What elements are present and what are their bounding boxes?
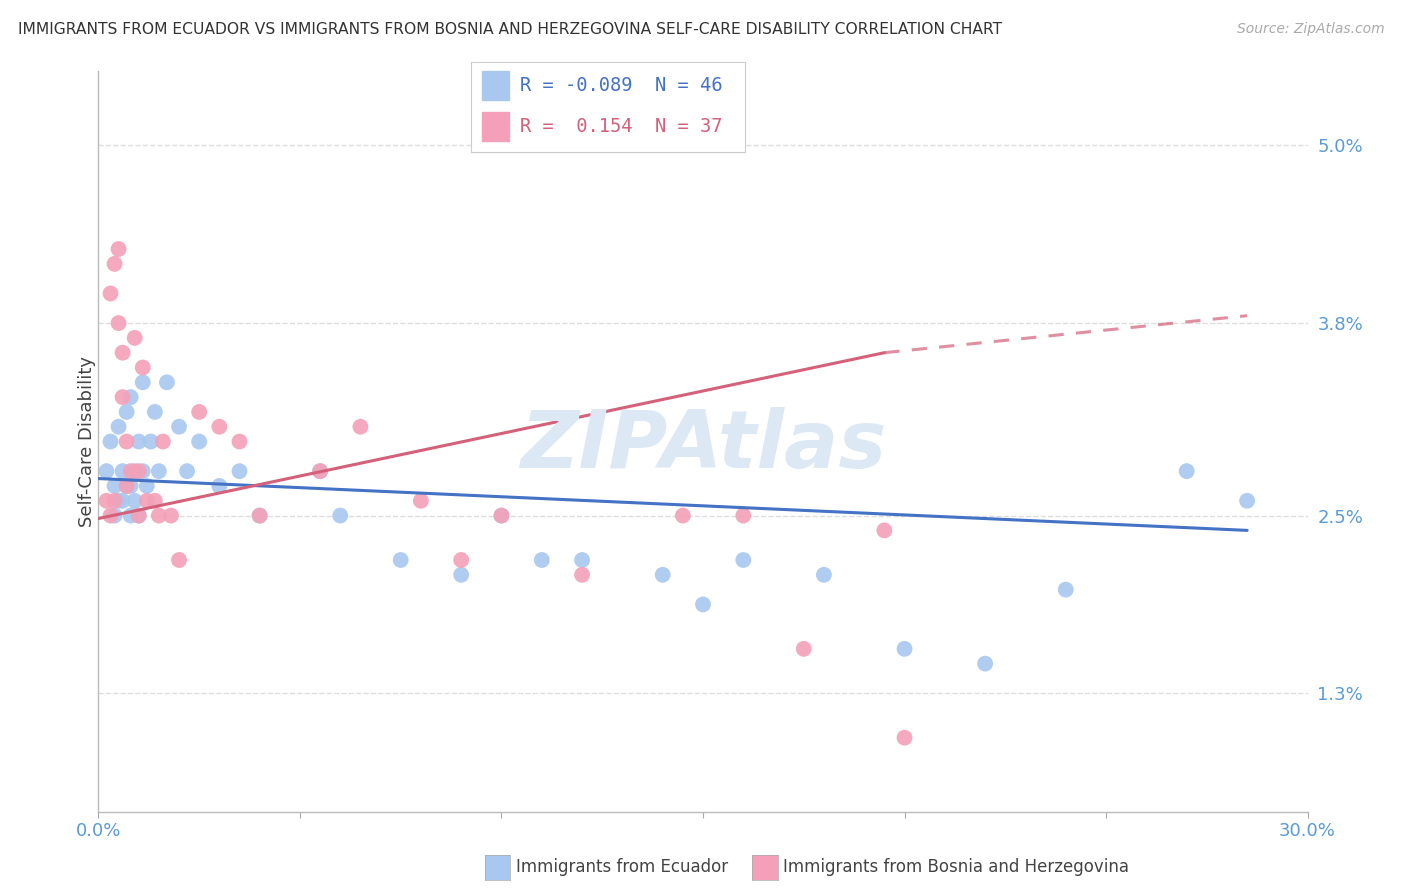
Point xyxy=(1236,493,1258,508)
Point xyxy=(96,464,118,478)
Point xyxy=(111,390,134,404)
Point xyxy=(100,434,122,449)
Point xyxy=(124,464,146,478)
Point xyxy=(111,464,134,478)
Bar xyxy=(482,112,509,141)
Point xyxy=(974,657,997,671)
Y-axis label: Self-Care Disability: Self-Care Disability xyxy=(79,356,96,527)
Point xyxy=(873,524,896,538)
Point xyxy=(148,464,170,478)
Point xyxy=(115,479,138,493)
Point xyxy=(124,493,146,508)
Point xyxy=(893,641,915,656)
Point xyxy=(450,553,472,567)
Point xyxy=(672,508,695,523)
Point xyxy=(651,567,673,582)
Point xyxy=(249,508,271,523)
Point xyxy=(156,376,179,390)
Point xyxy=(96,493,118,508)
Point xyxy=(135,493,157,508)
Point xyxy=(733,553,755,567)
Point xyxy=(491,508,513,523)
Point xyxy=(152,434,174,449)
Point xyxy=(188,434,211,449)
Point xyxy=(143,493,166,508)
Point xyxy=(143,405,166,419)
Text: IMMIGRANTS FROM ECUADOR VS IMMIGRANTS FROM BOSNIA AND HERZEGOVINA SELF-CARE DISA: IMMIGRANTS FROM ECUADOR VS IMMIGRANTS FR… xyxy=(18,22,1002,37)
Point xyxy=(176,464,198,478)
Point xyxy=(111,345,134,359)
Point xyxy=(100,286,122,301)
Point xyxy=(111,493,134,508)
Point xyxy=(128,508,150,523)
Point xyxy=(167,553,190,567)
Text: ZIPAtlas: ZIPAtlas xyxy=(520,407,886,485)
Point xyxy=(103,508,125,523)
Point xyxy=(107,419,129,434)
Point xyxy=(103,493,125,508)
Point xyxy=(1175,464,1198,478)
Point xyxy=(349,419,371,434)
Point xyxy=(329,508,352,523)
Point xyxy=(167,419,190,434)
Point xyxy=(128,464,150,478)
Point xyxy=(450,567,472,582)
Point xyxy=(132,376,155,390)
Text: R = -0.089  N = 46: R = -0.089 N = 46 xyxy=(520,76,723,95)
Point xyxy=(188,405,211,419)
Point xyxy=(793,641,815,656)
Point xyxy=(893,731,915,745)
Point xyxy=(120,479,142,493)
Text: Immigrants from Ecuador: Immigrants from Ecuador xyxy=(516,858,728,876)
Point xyxy=(228,464,250,478)
Point xyxy=(120,390,142,404)
Point xyxy=(120,508,142,523)
Point xyxy=(491,508,513,523)
Point xyxy=(813,567,835,582)
Point xyxy=(115,479,138,493)
Point xyxy=(148,508,170,523)
Point xyxy=(103,257,125,271)
Bar xyxy=(482,71,509,100)
Point xyxy=(309,464,332,478)
Point xyxy=(139,434,162,449)
Point xyxy=(409,493,432,508)
Point xyxy=(115,405,138,419)
Point xyxy=(100,508,122,523)
Point xyxy=(128,508,150,523)
Text: Source: ZipAtlas.com: Source: ZipAtlas.com xyxy=(1237,22,1385,37)
Point xyxy=(107,493,129,508)
Point xyxy=(160,508,183,523)
Point xyxy=(530,553,553,567)
Point xyxy=(228,434,250,449)
Text: Immigrants from Bosnia and Herzegovina: Immigrants from Bosnia and Herzegovina xyxy=(783,858,1129,876)
Point xyxy=(1054,582,1077,597)
Point xyxy=(309,464,332,478)
Point xyxy=(135,479,157,493)
Point xyxy=(571,553,593,567)
Point xyxy=(249,508,271,523)
Point xyxy=(107,316,129,330)
Point xyxy=(103,479,125,493)
Point xyxy=(107,242,129,256)
Point xyxy=(733,508,755,523)
Point xyxy=(120,464,142,478)
Point xyxy=(132,464,155,478)
Point xyxy=(132,360,155,375)
Point xyxy=(128,434,150,449)
Point xyxy=(389,553,412,567)
Point xyxy=(124,331,146,345)
Point xyxy=(692,598,714,612)
Point xyxy=(208,419,231,434)
Point xyxy=(208,479,231,493)
Text: R =  0.154  N = 37: R = 0.154 N = 37 xyxy=(520,117,723,136)
Point xyxy=(571,567,593,582)
Point xyxy=(115,434,138,449)
